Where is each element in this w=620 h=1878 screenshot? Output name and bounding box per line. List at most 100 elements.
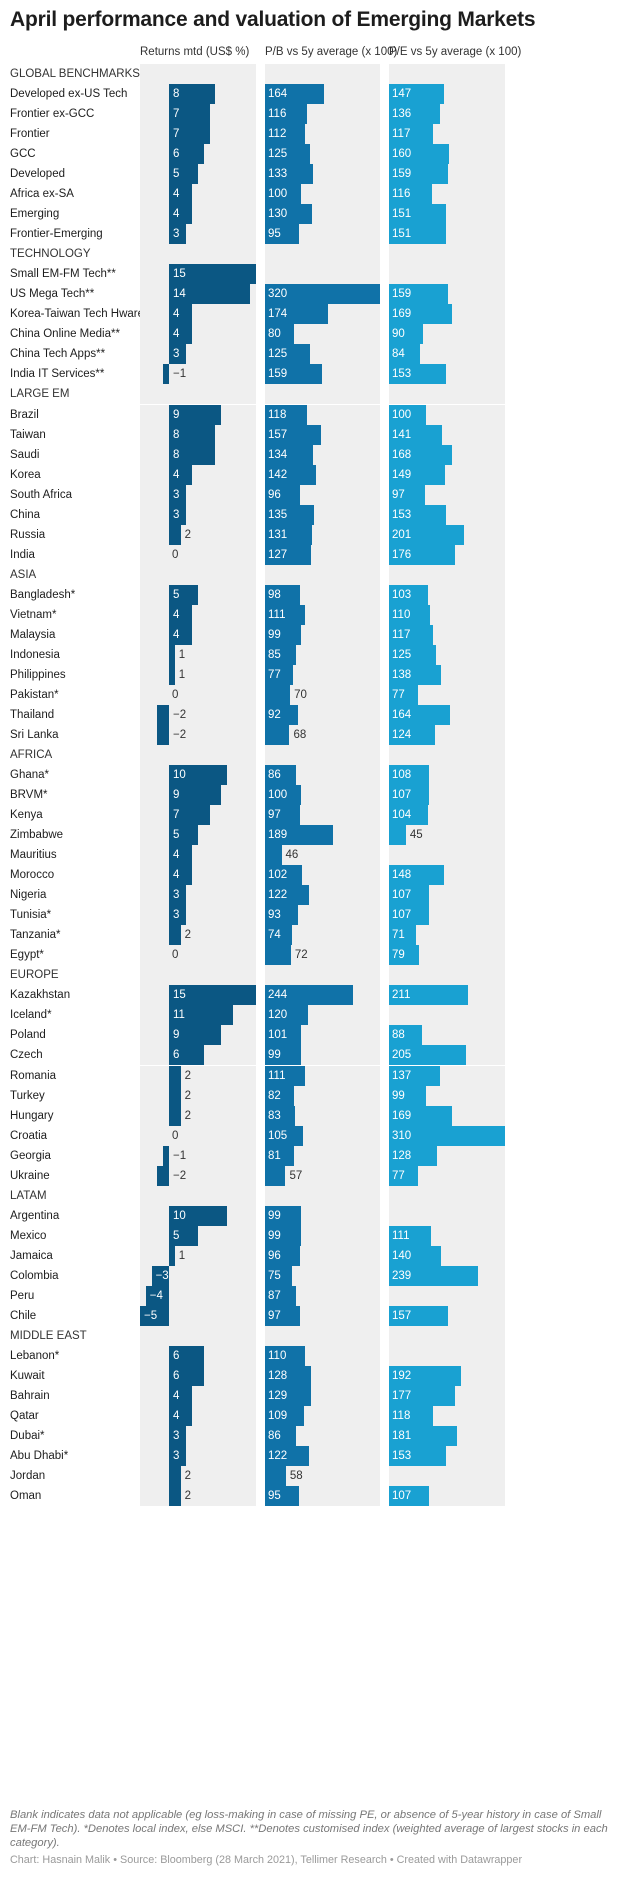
bar-pb [265, 544, 311, 565]
value-label-pe: 169 [392, 1109, 412, 1122]
value-label-pb: 131 [268, 528, 288, 541]
bar-pb [265, 1065, 305, 1086]
row-label: Romania [10, 1069, 57, 1082]
row-label: China [10, 508, 41, 521]
value-label-pe: 79 [392, 949, 405, 962]
value-label-returns: 8 [173, 428, 180, 441]
value-label-returns: 6 [173, 1049, 180, 1062]
row-label: Brazil [10, 408, 39, 421]
value-label-pb: 58 [289, 1470, 303, 1483]
row-label: Kazakhstan [10, 989, 71, 1002]
bar-returns [169, 404, 222, 425]
row-label: Korea [10, 468, 41, 481]
row-label: Iceland* [10, 1009, 52, 1022]
row-label: Egypt* [10, 949, 44, 962]
row-label: China Online Media** [10, 328, 120, 341]
value-label-returns: −2 [173, 1169, 187, 1182]
value-label-pe: 157 [392, 1309, 412, 1322]
bar-pb [265, 124, 306, 145]
bar-returns [169, 604, 193, 625]
bar-track-ret [140, 324, 256, 345]
row-label: India [10, 548, 35, 561]
bar-pe [389, 945, 419, 966]
bar-track-pe [389, 1165, 505, 1186]
value-label-returns: 4 [173, 849, 180, 862]
bar-returns [169, 204, 193, 225]
bar-pe [389, 324, 423, 345]
value-label-returns: −1 [173, 368, 187, 381]
value-label-returns: 2 [184, 1490, 191, 1503]
bar-pe [389, 184, 433, 205]
row-label: BRVM* [10, 789, 48, 802]
value-label-pb: 159 [268, 368, 288, 381]
bar-returns [169, 104, 210, 125]
value-label-pb: 85 [268, 648, 281, 661]
value-label-returns: 4 [173, 608, 180, 621]
bar-returns [169, 284, 251, 305]
bar-track-pb [265, 945, 380, 966]
value-label-returns: 3 [173, 889, 180, 902]
bar-pe [389, 364, 447, 385]
value-label-pe: 177 [392, 1389, 412, 1402]
value-label-pe: 97 [392, 488, 405, 501]
bar-returns [169, 1385, 193, 1406]
bar-pb [265, 785, 301, 806]
row-label: Malaysia [10, 628, 56, 641]
value-label-pe: 77 [392, 688, 405, 701]
bar-track-ret [140, 724, 256, 745]
bar-track-pe [389, 845, 505, 866]
value-label-pe: 100 [392, 408, 412, 421]
bar-pb [265, 444, 314, 465]
row-label: Africa ex-SA [10, 188, 74, 201]
category-label: TECHNOLOGY [10, 248, 91, 261]
bar-track-pb [265, 1325, 380, 1346]
bar-track-ret [140, 1245, 256, 1266]
bar-pb [265, 104, 307, 125]
value-label-pb: 122 [268, 889, 288, 902]
bar-pe [389, 444, 452, 465]
value-label-returns: 2 [184, 1089, 191, 1102]
bar-returns [169, 1406, 193, 1426]
row-label: Sri Lanka [10, 728, 59, 741]
bar-pb [265, 1446, 309, 1467]
bar-returns [169, 925, 181, 946]
bar-track-ret [140, 624, 256, 645]
value-label-pe: 160 [392, 148, 412, 161]
bar-pb [265, 284, 380, 305]
bar-pb [265, 724, 290, 745]
value-label-pb: 164 [268, 88, 288, 101]
value-label-returns: 15 [173, 268, 186, 281]
value-label-pb: 95 [268, 1490, 281, 1503]
bar-track-ret [140, 244, 256, 265]
value-label-pe: 141 [392, 428, 412, 441]
bar-track-pb [265, 925, 380, 946]
bar-pb [265, 364, 323, 385]
bar-pb [265, 825, 333, 846]
bar-pe [389, 504, 447, 525]
value-label-returns: 4 [173, 468, 180, 481]
bar-pb [265, 1345, 305, 1366]
row-label: Taiwan [10, 428, 46, 441]
row-label: Peru [10, 1289, 35, 1302]
bar-track-pe [389, 825, 505, 846]
bar-pb [265, 524, 313, 545]
value-label-pe: 103 [392, 588, 412, 601]
row-label: Thailand [10, 708, 55, 721]
row-label: Hungary [10, 1109, 54, 1122]
row-label: Frontier ex-GCC [10, 108, 95, 121]
bar-track-ret [140, 184, 256, 205]
value-label-pe: 107 [392, 889, 412, 902]
value-label-pe: 176 [392, 548, 412, 561]
bar-track-ret [140, 1265, 256, 1286]
value-label-pb: 99 [268, 1229, 281, 1242]
bar-returns [169, 1466, 181, 1487]
value-label-pb: 118 [268, 408, 287, 421]
bar-returns [157, 704, 169, 725]
bar-returns [169, 224, 187, 245]
value-label-returns: 2 [184, 1069, 191, 1082]
value-label-pb: 46 [285, 849, 299, 862]
value-label-returns: 2 [184, 1470, 191, 1483]
value-label-returns: −3 [155, 1269, 169, 1282]
bar-pe [389, 84, 444, 105]
bar-pb [265, 204, 312, 225]
